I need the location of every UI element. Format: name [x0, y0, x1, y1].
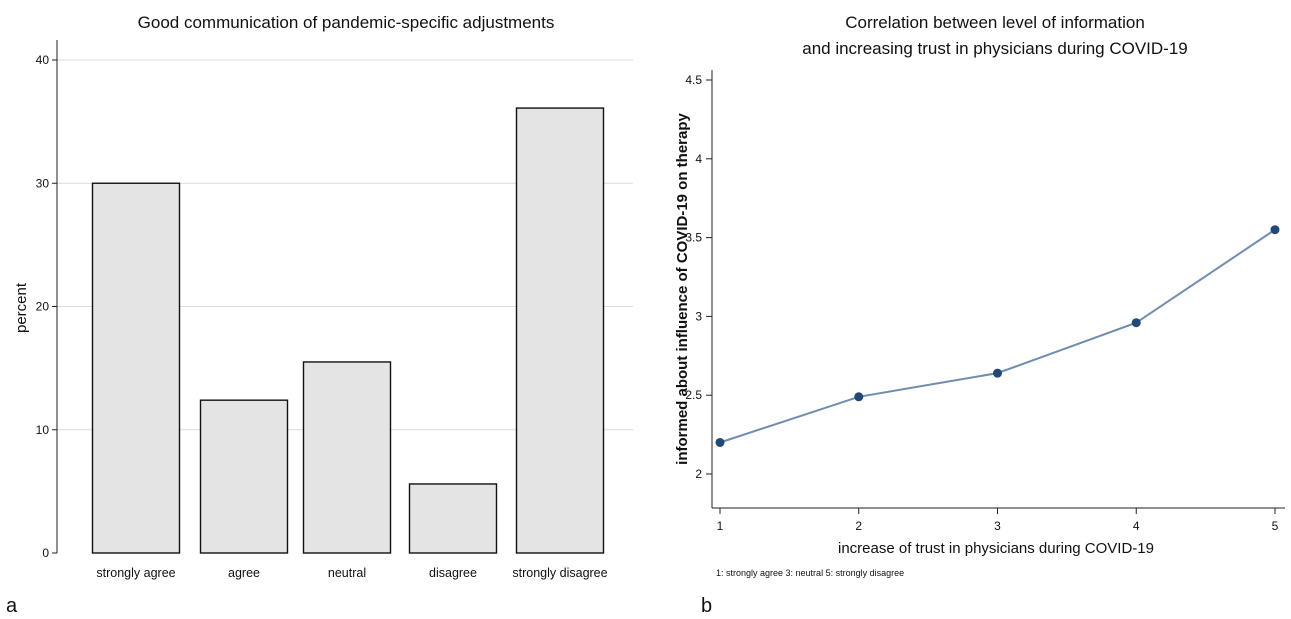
panel-b-x-tick-label: 4 [1133, 519, 1140, 533]
panel-b-point-1 [715, 437, 725, 447]
panel-b-y-tick-label: 4 [695, 152, 702, 166]
panel-a-bar-neutral [302, 361, 392, 554]
panel-a-bar-strongly-agree [91, 182, 181, 554]
panel-a-y-tick-label: 20 [36, 300, 50, 314]
panel-b-x-tick-label: 1 [717, 519, 724, 533]
panel-a-y-axis-label: percent [13, 282, 30, 333]
panel-b-y-tick-label: 3.5 [685, 231, 702, 245]
panel-a: Good communication of pandemic-specific … [6, 13, 633, 617]
panel-a-title: Good communication of pandemic-specific … [138, 13, 555, 32]
panel-b-x-tick-label: 5 [1272, 519, 1279, 533]
panel-b-x-tick-label: 3 [994, 519, 1001, 533]
panel-b-y-tick-label: 2 [695, 467, 702, 481]
panel-b-x-ticks: 1 2 3 4 5 [717, 508, 1279, 533]
panel-b-note: 1: strongly agree 3: neutral 5: strongly… [716, 568, 904, 578]
panel-a-y-tick-label: 0 [42, 546, 49, 560]
panel-a-bar-disagree [408, 483, 498, 554]
panel-a-y-ticks: 0 10 20 30 40 [36, 53, 57, 560]
panel-b-point-2 [854, 392, 864, 402]
panel-b-x-axis-label: increase of trust in physicians during C… [838, 540, 1154, 557]
panel-b-title-line-1: Correlation between level of information [845, 13, 1145, 32]
panel-a-category-label: strongly disagree [512, 566, 607, 580]
panel-b-letter: b [701, 595, 712, 617]
panel-b-point-4 [1131, 318, 1141, 328]
panel-b-y-tick-label: 3 [695, 309, 702, 323]
panel-b-points [715, 225, 1280, 447]
panel-a-bars [91, 107, 605, 554]
panel-a-bar-agree [199, 399, 289, 554]
panel-a-category-label: strongly agree [96, 566, 175, 580]
panel-b-y-tick-label: 4.5 [685, 73, 702, 87]
panel-b-y-ticks: 2 2.5 3 3.5 4 4.5 [685, 73, 712, 481]
panel-a-y-tick-label: 40 [36, 53, 50, 67]
panel-a-category-label: neutral [328, 566, 366, 580]
panel-b-y-axis-label: informed about influence of COVID-19 on … [674, 112, 691, 464]
panel-b-x-tick-label: 2 [855, 519, 862, 533]
panel-b: Correlation between level of information… [674, 13, 1285, 617]
panel-b-y-tick-label: 2.5 [685, 388, 702, 402]
panel-a-category-label: agree [228, 566, 260, 580]
panel-b-point-3 [993, 368, 1002, 378]
panel-a-letter: a [6, 595, 18, 617]
panel-a-bar-strongly-disagree [515, 107, 605, 554]
panel-b-point-5 [1270, 225, 1280, 235]
panel-b-title-line-2: and increasing trust in physicians durin… [802, 39, 1188, 58]
panel-a-y-tick-label: 30 [36, 176, 50, 190]
panel-a-category-label: disagree [429, 566, 477, 580]
panel-a-category-labels: strongly agree agree neutral disagree strong… [96, 566, 607, 580]
panel-b-series-line [719, 228, 1276, 444]
panel-a-y-tick-label: 10 [36, 423, 50, 437]
